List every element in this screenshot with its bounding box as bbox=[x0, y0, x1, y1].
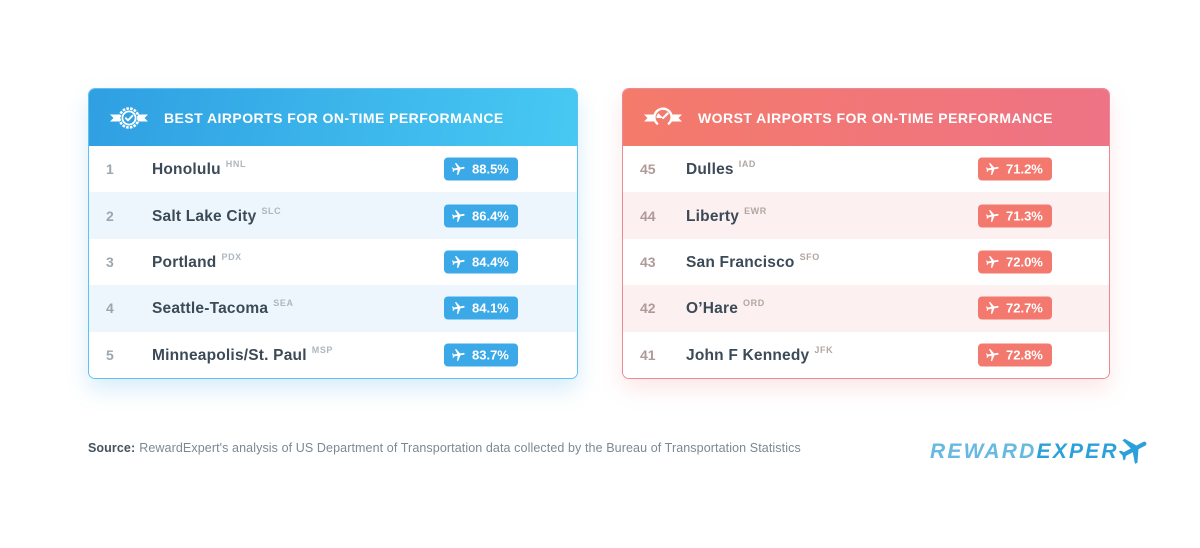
rank-number: 5 bbox=[106, 346, 114, 363]
airport-code: MSP bbox=[311, 344, 334, 355]
ontime-value: 71.3% bbox=[1006, 208, 1043, 224]
best-airports-card: BEST AIRPORTS FOR ON-TIME PERFORMANCE 1 … bbox=[88, 88, 578, 379]
plane-icon bbox=[451, 162, 466, 177]
plane-icon bbox=[451, 208, 466, 223]
airport-name: Minneapolis/St. Paul MSP bbox=[152, 344, 334, 364]
airport-name: Seattle-Tacoma SEA bbox=[152, 298, 294, 318]
award-ribbon-icon bbox=[109, 105, 149, 131]
ontime-badge: 88.5% bbox=[444, 157, 518, 181]
ontime-value: 83.7% bbox=[472, 347, 509, 363]
table-row: 4 Seattle-Tacoma SEA 84.1% bbox=[89, 285, 577, 332]
worst-airports-card: WORST AIRPORTS FOR ON-TIME PERFORMANCE 4… bbox=[622, 88, 1110, 379]
ontime-badge: 84.4% bbox=[444, 250, 518, 274]
table-row: 5 Minneapolis/St. Paul MSP 83.7% bbox=[89, 331, 577, 378]
table-row: 42 O’Hare ORD 72.7% bbox=[623, 285, 1109, 332]
rank-number: 1 bbox=[106, 161, 114, 178]
worst-card-title: WORST AIRPORTS FOR ON-TIME PERFORMANCE bbox=[698, 109, 1053, 126]
airport-code: EWR bbox=[744, 205, 767, 216]
plane-icon bbox=[451, 255, 466, 270]
airport-code: JFK bbox=[814, 344, 834, 355]
airport-name: Liberty EWR bbox=[686, 205, 767, 225]
best-rows: 1 Honolulu HNL 88.5% 2 Salt Lake City SLC … bbox=[89, 146, 577, 378]
table-row: 3 Portland PDX 84.4% bbox=[89, 238, 577, 286]
rank-number: 2 bbox=[106, 207, 114, 224]
plane-icon bbox=[985, 347, 1000, 362]
ontime-badge: 83.7% bbox=[444, 343, 518, 367]
airport-name: John F Kennedy JFK bbox=[686, 344, 834, 364]
logo-text-reward: REWARD bbox=[930, 440, 1037, 463]
best-card-header: BEST AIRPORTS FOR ON-TIME PERFORMANCE bbox=[89, 89, 577, 146]
airport-name: San Francisco SFO bbox=[686, 252, 820, 272]
ontime-badge: 72.8% bbox=[978, 343, 1052, 367]
ontime-value: 72.0% bbox=[1006, 254, 1043, 270]
ontime-badge: 71.3% bbox=[978, 204, 1052, 228]
rewardexpert-logo: REWARD EXPER bbox=[930, 428, 1151, 464]
airport-code: SEA bbox=[273, 298, 294, 309]
table-row: 1 Honolulu HNL 88.5% bbox=[89, 146, 577, 193]
table-row: 41 John F Kennedy JFK 72.8% bbox=[623, 331, 1109, 378]
ontime-value: 88.5% bbox=[472, 161, 509, 177]
source-label: Source: bbox=[88, 441, 136, 455]
table-row: 45 Dulles IAD 71.2% bbox=[623, 146, 1109, 193]
airport-code: HNL bbox=[225, 159, 247, 170]
ontime-value: 72.8% bbox=[1006, 347, 1043, 363]
logo-text-expert: EXPER bbox=[1036, 440, 1119, 463]
plane-icon bbox=[985, 255, 1000, 270]
ontime-badge: 71.2% bbox=[978, 157, 1052, 181]
rank-number: 4 bbox=[106, 300, 114, 317]
airport-name: Honolulu HNL bbox=[152, 159, 247, 179]
plane-icon bbox=[451, 347, 466, 362]
ontime-badge: 84.1% bbox=[444, 296, 518, 320]
airport-name: O’Hare ORD bbox=[686, 298, 765, 318]
airport-name: Salt Lake City SLC bbox=[152, 205, 282, 225]
airport-name: Portland PDX bbox=[152, 252, 242, 272]
ontime-badge: 72.0% bbox=[978, 250, 1052, 274]
plane-icon bbox=[985, 208, 1000, 223]
ontime-badge: 72.7% bbox=[978, 296, 1052, 320]
airport-code: IAD bbox=[738, 159, 757, 170]
rank-number: 44 bbox=[640, 207, 656, 224]
airport-name: Dulles IAD bbox=[686, 159, 757, 179]
ontime-value: 86.4% bbox=[472, 208, 509, 224]
ontime-badge: 86.4% bbox=[444, 204, 518, 228]
worst-rows: 45 Dulles IAD 71.2% 44 Liberty EWR 71.3% 4… bbox=[623, 146, 1109, 378]
plane-icon bbox=[985, 162, 1000, 177]
airport-code: SFO bbox=[799, 252, 820, 263]
ontime-value: 84.1% bbox=[472, 300, 509, 316]
plane-icon bbox=[985, 301, 1000, 316]
airport-code: PDX bbox=[221, 252, 242, 263]
table-row: 43 San Francisco SFO 72.0% bbox=[623, 238, 1109, 286]
ontime-value: 71.2% bbox=[1006, 161, 1043, 177]
best-card-title: BEST AIRPORTS FOR ON-TIME PERFORMANCE bbox=[164, 109, 504, 126]
airport-code: ORD bbox=[743, 298, 765, 309]
rank-number: 45 bbox=[640, 161, 656, 178]
plane-icon bbox=[451, 301, 466, 316]
ontime-value: 72.7% bbox=[1006, 300, 1043, 316]
rank-number: 3 bbox=[106, 254, 114, 271]
gauge-icon bbox=[643, 105, 683, 131]
ontime-value: 84.4% bbox=[472, 254, 509, 270]
rank-number: 41 bbox=[640, 346, 656, 363]
plane-t-icon bbox=[1117, 433, 1151, 467]
airport-code: SLC bbox=[261, 205, 282, 216]
table-row: 2 Salt Lake City SLC 86.4% bbox=[89, 192, 577, 239]
worst-card-header: WORST AIRPORTS FOR ON-TIME PERFORMANCE bbox=[623, 89, 1109, 146]
table-row: 44 Liberty EWR 71.3% bbox=[623, 192, 1109, 239]
rank-number: 42 bbox=[640, 300, 656, 317]
source-text: RewardExpert's analysis of US Department… bbox=[139, 441, 801, 455]
rank-number: 43 bbox=[640, 254, 656, 271]
source-note: Source: RewardExpert's analysis of US Dep… bbox=[88, 441, 801, 455]
